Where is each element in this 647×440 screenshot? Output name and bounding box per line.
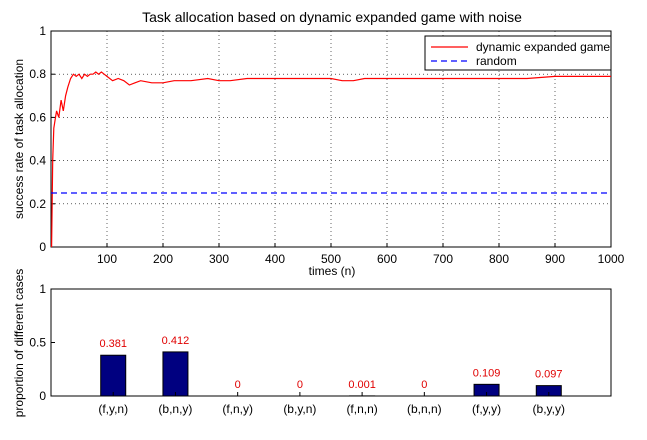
bottom-plot-area: [50, 288, 612, 397]
bottom-bars: 0.381 0.412 0 0 0.001 0 0.109 0.097: [99, 335, 563, 397]
bottom-y-tick-label: 1: [39, 282, 46, 296]
top-x-tick-label: 400: [265, 252, 285, 266]
bar-category-label: (f,n,y): [222, 402, 253, 416]
bottom-x-ticks: (f,y,n) (b,n,y) (f,n,y) (b,y,n) (f,n,n) (b,n,…: [98, 392, 565, 416]
top-chart: Task allocation based on dynamic expande…: [12, 9, 625, 278]
bar-category-label: (b,n,y): [158, 402, 192, 416]
top-x-tick-label: 500: [321, 252, 341, 266]
top-y-tick-label: 1: [39, 24, 46, 38]
chart-title: Task allocation based on dynamic expande…: [142, 9, 522, 25]
x-axis-label: times (n): [309, 264, 356, 278]
bar-category-label: (b,y,y): [533, 402, 565, 416]
bottom-y-axis-label: proportion of different cases: [12, 269, 26, 418]
bottom-y-ticks: 00.51: [29, 282, 55, 403]
bar-value-label: 0: [421, 379, 427, 391]
bar-category-label: (b,n,n): [407, 402, 442, 416]
top-y-tick-label: 0.6: [29, 110, 46, 124]
top-y-tick-label: 0.8: [29, 67, 46, 81]
y-axis-label: success rate of task allocation: [12, 59, 26, 219]
bar-category-label: (f,y,y): [472, 402, 501, 416]
top-y-tick-label: 0: [39, 240, 46, 254]
legend: dynamic expanded game random: [424, 35, 612, 71]
top-x-ticks: 100 200 300 400 500 600 700 800 900 1000: [97, 243, 625, 266]
top-x-tick-label: 600: [377, 252, 397, 266]
bar-value-label: 0.412: [162, 335, 190, 347]
legend-label-dynamic: dynamic expanded game: [476, 40, 610, 54]
bar-category-label: (f,n,n): [346, 402, 377, 416]
bar: [100, 354, 127, 397]
top-y-tick-label: 0.4: [29, 154, 46, 168]
bar-category-label: (b,y,n): [283, 402, 316, 416]
bar-value-label: 0.001: [348, 379, 376, 391]
bottom-y-tick-label: 0.5: [29, 336, 46, 350]
bottom-y-tick-label: 0: [39, 389, 46, 403]
bar-value-label: 0: [297, 379, 303, 391]
bar-category-label: (f,y,n): [98, 402, 128, 416]
top-series: [51, 71, 611, 248]
top-x-tick-label: 700: [433, 252, 453, 266]
top-x-tick-label: 900: [545, 252, 565, 266]
top-y-tick-label: 0.2: [29, 197, 46, 211]
bar-value-label: 0.381: [99, 338, 127, 350]
top-x-tick-label: 1000: [598, 252, 625, 266]
legend-box: [424, 35, 612, 71]
top-x-tick-label: 800: [489, 252, 509, 266]
bar-value-label: 0: [235, 379, 241, 391]
bar-value-label: 0.097: [535, 369, 563, 381]
top-x-tick-label: 100: [97, 252, 117, 266]
legend-label-random: random: [476, 54, 517, 68]
top-y-ticks: 0 0.2 0.4 0.6 0.8 1: [29, 24, 55, 254]
top-x-tick-label: 300: [209, 252, 229, 266]
series-line-dynamic-expanded-game: [51, 71, 611, 248]
bar: [162, 351, 189, 397]
top-x-tick-label: 200: [153, 252, 173, 266]
bar-value-label: 0.109: [473, 367, 501, 379]
